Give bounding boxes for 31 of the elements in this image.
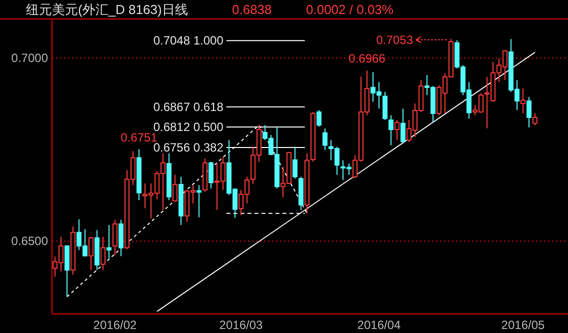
y-tick-label: 0.7000: [11, 51, 48, 66]
candlestick: [292, 146, 298, 180]
candlestick: [532, 112, 538, 126]
candlestick: [394, 120, 400, 141]
candlestick: [526, 96, 532, 128]
candlestick: [106, 224, 112, 260]
candlestick: [322, 128, 328, 151]
candlestick: [112, 219, 118, 256]
candlestick: [196, 184, 202, 218]
candlestick: [316, 110, 322, 128]
candlestick: [88, 236, 94, 271]
candlestick: [388, 114, 394, 146]
annotation: 0.7053: [376, 32, 414, 47]
annotation: 0.6966: [348, 52, 386, 66]
x-tick-label: 2016/03: [219, 318, 264, 332]
candlestick: [208, 161, 214, 189]
candlestick: [172, 174, 178, 202]
candlestick: [100, 236, 106, 271]
x-tick-label: 2016/02: [93, 318, 138, 332]
candlestick: [520, 88, 526, 114]
candlestick: [118, 219, 124, 257]
candlestick: [400, 108, 406, 143]
candlestick: [382, 91, 388, 121]
y-tick-label: 0.6500: [11, 234, 48, 248]
ref-line-label: 0.6867 0.618: [153, 100, 224, 114]
x-tick-label: 2016/05: [501, 318, 546, 332]
text: 0.6838: [232, 2, 272, 17]
chart-title: 纽元美元(外汇_D 8163)日线: [26, 2, 188, 17]
ref-line-label: 0.7048 1.000: [153, 34, 224, 48]
x-tick-label: 2016/04: [357, 318, 402, 332]
text: 0.0002 / 0.03%: [306, 2, 394, 17]
